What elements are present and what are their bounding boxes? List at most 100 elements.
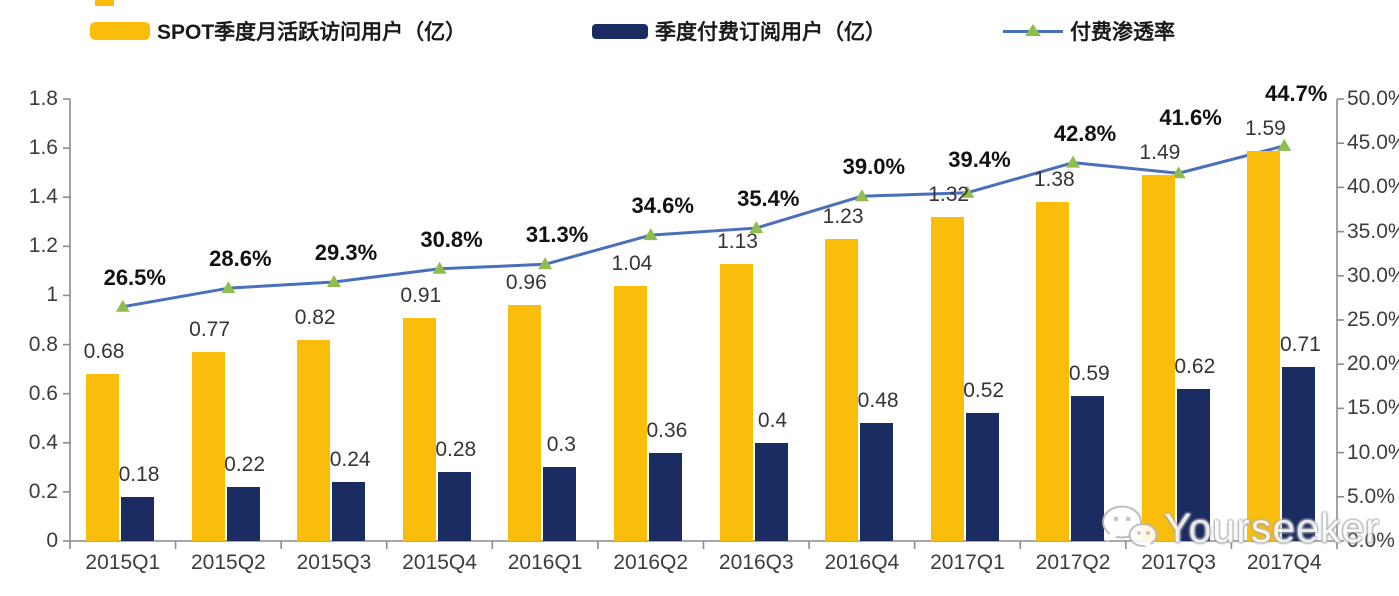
mau-bar [1247, 150, 1281, 541]
left-axis-tick-label: 1.8 [28, 87, 58, 110]
subs-value-label: 0.62 [1174, 354, 1216, 378]
right-axis-tick-label: 10.0% [1347, 440, 1399, 464]
penetration-value-label: 42.8% [1053, 120, 1117, 146]
penetration-marker [643, 228, 658, 241]
penetration-marker [538, 257, 553, 270]
penetration-value-label: 31.3% [525, 222, 589, 248]
legend-label-subs: 季度付费订阅用户（亿） [655, 21, 886, 44]
left-axis-tick-label: 1 [46, 283, 58, 307]
legend-label-mau: SPOT季度月活跃访问用户（亿） [157, 21, 467, 44]
right-axis-tick-label: 30.0% [1347, 263, 1399, 287]
penetration-marker [1171, 166, 1186, 179]
penetration-value-label: 39.0% [842, 154, 906, 180]
x-axis-category-label: 2016Q3 [718, 551, 794, 574]
subs-value-label: 0.3 [546, 433, 576, 457]
subs-value-label: 0.71 [1279, 332, 1321, 356]
penetration-value-label: 34.6% [631, 193, 694, 219]
x-axis-category-label: 2016Q2 [613, 551, 689, 574]
subs-bar [121, 496, 154, 541]
mau-bar [719, 263, 753, 541]
legend-label-penetration: 付费渗透率 [1070, 21, 1175, 44]
subs-value-label: 0.52 [963, 379, 1005, 403]
penetration-value-label: 30.8% [420, 226, 483, 252]
penetration-line [122, 144, 1285, 309]
x-axis-category-label: 2016Q4 [824, 551, 900, 574]
right-axis-tick-label: 5.0% [1347, 484, 1395, 508]
subs-bar [332, 482, 366, 541]
mau-value-label: 0.82 [294, 305, 336, 329]
penetration-value-label: 28.6% [209, 246, 272, 272]
penetration-marker [326, 274, 341, 287]
left-axis-tick-label: 1.6 [28, 136, 58, 160]
mau-value-label: 1.49 [1139, 141, 1181, 165]
x-axis-category-label: 2017Q4 [1246, 551, 1322, 574]
mau-value-label: 0.91 [400, 283, 442, 307]
penetration-value-label: 26.5% [103, 264, 166, 290]
line-marker-legend-icon [1003, 23, 1063, 39]
x-axis-category-label: 2015Q4 [402, 551, 477, 574]
x-axis-category-label: 2016Q1 [507, 551, 583, 574]
subs-value-label: 0.4 [757, 408, 788, 432]
x-axis-category-label: 2017Q1 [930, 551, 1005, 574]
right-axis-tick-label: 45.0% [1347, 131, 1399, 155]
x-axis-category-label: 2015Q1 [85, 551, 161, 574]
subs-value-label: 0.24 [329, 448, 371, 472]
mau-value-label: 1.23 [822, 204, 864, 228]
mau-value-label: 0.68 [83, 340, 125, 364]
subs-bar [1176, 388, 1210, 541]
penetration-marker [432, 261, 447, 274]
mau-bar [297, 339, 331, 541]
mau-bar [1036, 202, 1070, 541]
left-axis-tick-label: 0.6 [28, 381, 58, 405]
right-axis-tick-label: 25.0% [1347, 308, 1399, 331]
subs-bar [1282, 366, 1316, 541]
mau-bar [1141, 175, 1175, 541]
mau-bar [402, 317, 436, 541]
penetration-marker [221, 281, 236, 294]
wechat-icon [1102, 505, 1158, 551]
mau-value-label: 1.13 [717, 229, 758, 253]
left-axis-tick-label: 1.2 [28, 234, 58, 258]
left-axis-tick-label: 0.2 [28, 479, 58, 503]
mau-value-label: 1.38 [1033, 168, 1075, 192]
penetration-marker [115, 299, 130, 312]
mau-legend-swatch [90, 22, 150, 40]
penetration-value-label: 35.4% [737, 186, 800, 212]
left-axis-tick-label: 0.4 [28, 430, 58, 454]
subs-bar [543, 467, 577, 541]
subs-value-label: 0.22 [224, 452, 266, 476]
penetration-marker [854, 189, 869, 202]
left-axis-tick-label: 0.8 [28, 332, 58, 356]
cropped-artifact [95, 0, 114, 6]
right-axis-tick-label: 40.0% [1347, 175, 1399, 199]
legend-triangle-marker [1025, 24, 1041, 36]
watermark: Yourseeker [1098, 500, 1380, 556]
mau-value-label: 1.59 [1244, 116, 1286, 140]
mau-bar [930, 216, 964, 541]
subs-bar [754, 442, 788, 541]
penetration-marker [1066, 155, 1081, 168]
x-axis-category-label: 2015Q2 [191, 551, 266, 574]
x-axis-category-label: 2017Q3 [1141, 551, 1216, 574]
left-axis-tick-label: 0 [46, 529, 58, 552]
penetration-value-label: 41.6% [1159, 105, 1222, 131]
right-axis-tick-label: 20.0% [1347, 352, 1399, 376]
mau-value-label: 1.04 [611, 251, 653, 275]
subs-bar [437, 472, 471, 541]
mau-value-label: 0.96 [505, 271, 547, 295]
subs-value-label: 0.36 [646, 418, 688, 442]
mau-value-label: 1.32 [928, 182, 970, 206]
penetration-marker [960, 185, 975, 198]
right-axis-tick-label: 15.0% [1347, 396, 1399, 420]
subs-bar [1071, 396, 1105, 541]
penetration-value-label: 39.4% [948, 146, 1011, 172]
watermark-text: Yourseeker [1164, 504, 1380, 551]
subs-bar [860, 423, 894, 541]
mau-bar [825, 238, 859, 541]
subs-legend-swatch [592, 23, 648, 39]
x-axis-category-label: 2015Q3 [296, 551, 372, 574]
legend-item-penetration: 付费渗透率 [1003, 18, 1175, 44]
mau-bar [86, 374, 119, 541]
